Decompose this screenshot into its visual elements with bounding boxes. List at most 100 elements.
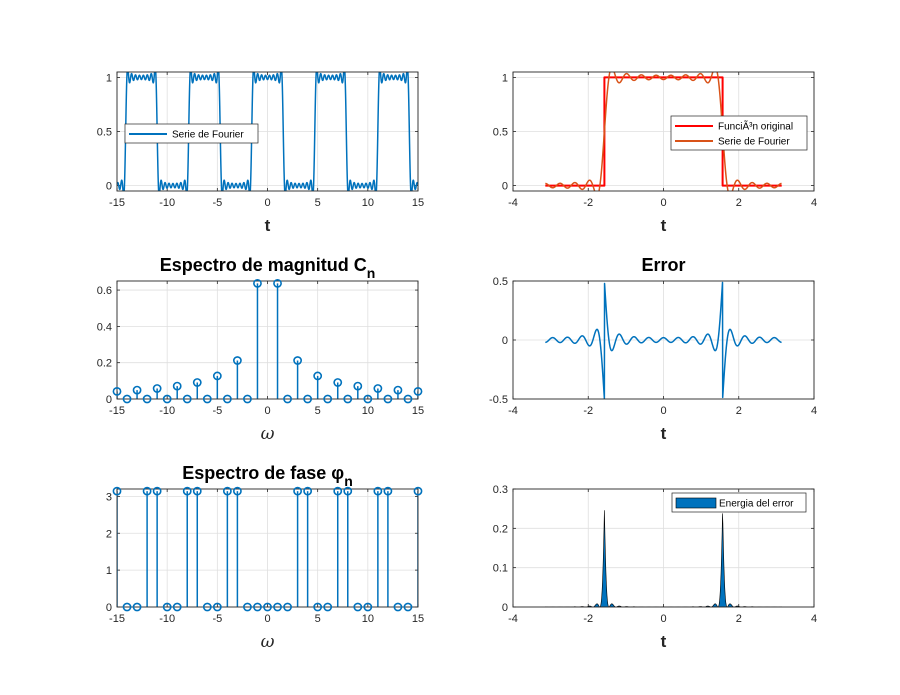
title-main: Espectro de magnitud C bbox=[160, 255, 367, 275]
x-tick-label: 10 bbox=[362, 613, 374, 625]
y-tick-label: 0.5 bbox=[97, 127, 112, 139]
x-tick-label: -5 bbox=[212, 197, 222, 209]
x-tick-label: 0 bbox=[660, 613, 666, 625]
stem-marker bbox=[273, 278, 282, 288]
stem-marker bbox=[413, 386, 423, 396]
legend: Serie de Fourier bbox=[124, 123, 259, 144]
stem-marker bbox=[383, 394, 393, 404]
axes-box bbox=[116, 488, 419, 608]
y-tick-label: 0.2 bbox=[97, 358, 112, 370]
x-tick-label: -2 bbox=[583, 613, 593, 625]
stem-marker bbox=[293, 356, 302, 365]
x-tick-label: 4 bbox=[811, 613, 817, 625]
x-tick-label: 0 bbox=[264, 197, 270, 209]
stem-marker bbox=[333, 486, 343, 496]
stem-marker bbox=[393, 602, 403, 612]
x-tick-label: -15 bbox=[109, 405, 125, 417]
y-tick-label: 1 bbox=[106, 565, 112, 577]
title-main: Espectro de fase φ bbox=[182, 463, 344, 483]
stem-marker bbox=[243, 602, 252, 612]
y-tick-label: 0 bbox=[106, 181, 112, 193]
stem-marker bbox=[283, 602, 292, 612]
stem-marker bbox=[172, 602, 182, 612]
stem-marker bbox=[363, 394, 373, 404]
subplot-4: -4 -2 0 2 4 -0.5 0 0.5 t Error bbox=[489, 255, 817, 443]
stem-marker bbox=[353, 602, 363, 612]
x-tick-label: -5 bbox=[212, 405, 222, 417]
x-tick-label: 15 bbox=[412, 613, 424, 625]
x-axis-label: t bbox=[661, 216, 667, 235]
axes-box bbox=[512, 280, 815, 400]
stem-marker bbox=[152, 384, 162, 393]
y-tick-label: 0.3 bbox=[493, 484, 508, 496]
axes-box bbox=[512, 71, 815, 192]
x-tick-label: -4 bbox=[508, 405, 518, 417]
stem-marker bbox=[313, 371, 323, 381]
subplot-3: -15 -10 -5 0 5 10 15 0 0.2 0.4 0.6 ω Espectro de mag… bbox=[97, 255, 424, 444]
stem-marker bbox=[313, 602, 323, 612]
x-tick-label: 0 bbox=[660, 197, 666, 209]
stem-marker bbox=[333, 378, 343, 387]
chart-title: Error bbox=[641, 255, 685, 275]
stem-marker bbox=[413, 486, 423, 496]
stem-marker bbox=[253, 278, 262, 288]
stem-marker bbox=[373, 384, 383, 393]
stem-marker bbox=[323, 602, 333, 612]
stem-marker bbox=[112, 486, 122, 496]
stem-marker bbox=[263, 602, 272, 612]
stem-marker bbox=[373, 486, 383, 496]
series-funcion-original bbox=[545, 76, 782, 187]
x-tick-label: -2 bbox=[583, 405, 593, 417]
stem-marker bbox=[172, 381, 182, 391]
axes-box bbox=[116, 280, 419, 400]
plot-content bbox=[544, 281, 783, 399]
plot-content bbox=[117, 283, 418, 399]
series-error bbox=[544, 281, 783, 399]
stem-marker bbox=[212, 371, 222, 381]
y-tick-label: 0 bbox=[106, 394, 112, 406]
x-axis-label: t bbox=[265, 216, 271, 235]
x-tick-label: 0 bbox=[264, 613, 270, 625]
stem-marker bbox=[393, 385, 403, 395]
stem-marker bbox=[132, 385, 142, 395]
x-tick-label: 5 bbox=[315, 197, 321, 209]
x-tick-label: 5 bbox=[315, 405, 321, 417]
subplot-1: -15 -10 -5 0 5 10 15 0 0.5 1 t Serie de Fourier bbox=[97, 71, 424, 235]
x-tick-label: 5 bbox=[315, 613, 321, 625]
x-tick-label: 10 bbox=[362, 197, 374, 209]
stem-marker bbox=[212, 602, 222, 612]
x-tick-label: -4 bbox=[508, 197, 518, 209]
subplot-2: -4 -2 0 2 4 0 0.5 1 t FunciÃ³n original Serie de F… bbox=[493, 71, 817, 235]
stem-marker bbox=[142, 486, 152, 496]
x-tick-label: 0 bbox=[660, 405, 666, 417]
y-tick-label: 0 bbox=[502, 602, 508, 614]
stem-marker bbox=[202, 602, 212, 612]
x-tick-label: -5 bbox=[212, 613, 222, 625]
series-serie-de-fourier bbox=[117, 72, 418, 191]
stem-marker bbox=[232, 356, 242, 365]
y-tick-label: 0.2 bbox=[493, 523, 508, 535]
x-tick-label: -10 bbox=[159, 405, 175, 417]
y-tick-label: 0.6 bbox=[97, 285, 112, 297]
stem-marker bbox=[152, 486, 162, 496]
y-tick-label: 3 bbox=[106, 491, 112, 503]
stem-marker bbox=[323, 394, 333, 404]
x-tick-label: 4 bbox=[811, 405, 817, 417]
y-tick-label: 0 bbox=[106, 602, 112, 614]
stem-marker bbox=[273, 602, 282, 612]
y-tick-label: 2 bbox=[106, 528, 112, 540]
subplot-5: -15 -10 -5 0 5 10 15 0 1 2 3 ω Espectro de fase φn bbox=[106, 463, 424, 652]
series-serie-de-fourier bbox=[544, 72, 782, 191]
stem-marker bbox=[243, 394, 252, 404]
stem-marker bbox=[403, 394, 413, 404]
stem-marker bbox=[383, 486, 393, 496]
x-tick-label: -15 bbox=[109, 197, 125, 209]
x-axis-label: ω bbox=[261, 632, 275, 652]
x-tick-label: -2 bbox=[583, 197, 593, 209]
y-tick-label: 0.4 bbox=[97, 321, 112, 333]
y-tick-label: 0 bbox=[502, 335, 508, 347]
x-axis-label: t bbox=[661, 424, 667, 443]
stem-marker bbox=[192, 486, 202, 496]
x-tick-label: 2 bbox=[736, 613, 742, 625]
